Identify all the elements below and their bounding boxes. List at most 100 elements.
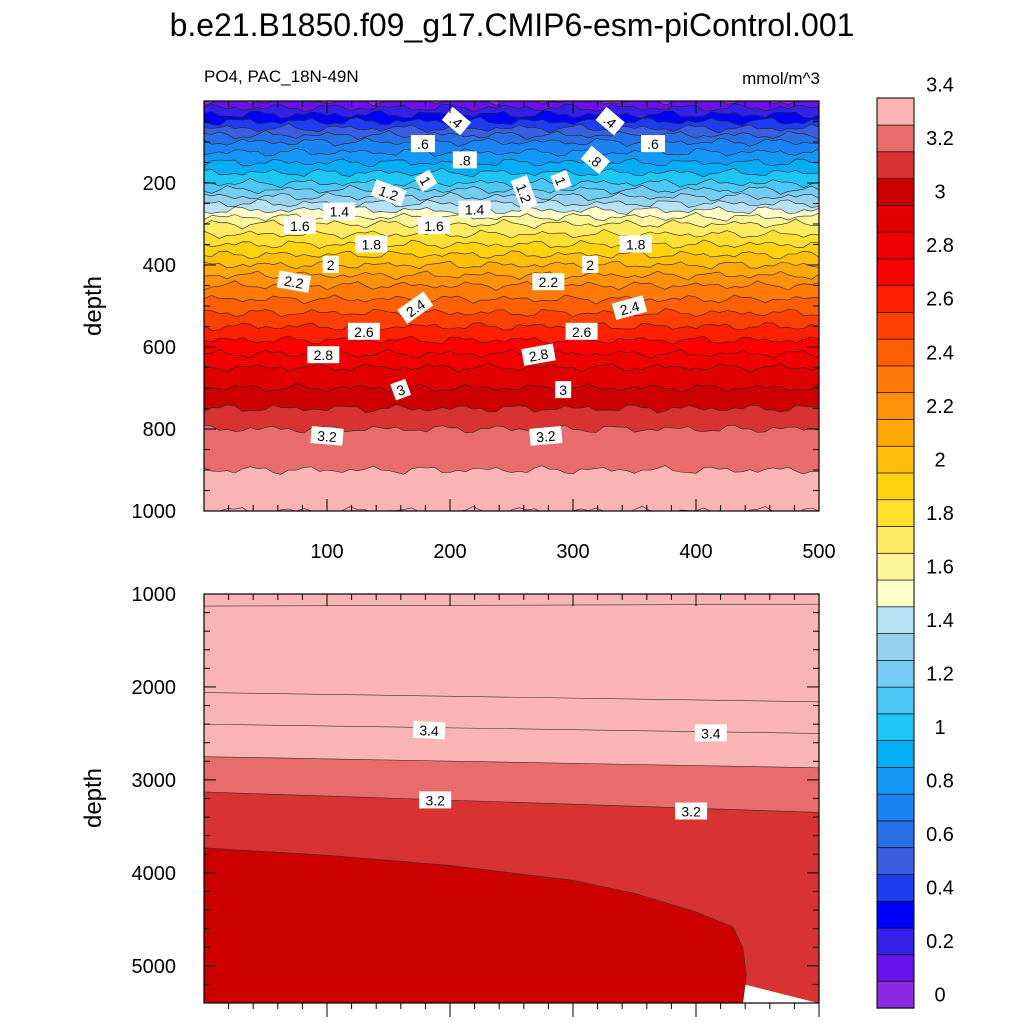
upper-contour-line — [204, 110, 819, 119]
upper-contour-line — [204, 148, 819, 157]
upper-x-tick-label: 500 — [802, 541, 835, 563]
upper-contour-label: 2.2 — [276, 270, 312, 293]
upper-contour-label-box — [355, 235, 388, 253]
colorbar-tick-label: 2.8 — [926, 235, 954, 257]
upper-contour-label: 2.6 — [347, 322, 380, 340]
colorbar-tick-label: 1 — [934, 717, 945, 739]
colorbar-swatch — [876, 659, 915, 688]
upper-contour-label-box — [458, 200, 491, 218]
upper-contour-label: .8 — [452, 151, 477, 169]
upper-contour-label-box — [276, 270, 312, 293]
upper-x-tick-label: 100 — [310, 541, 343, 563]
upper-contour-label: 3 — [555, 381, 572, 399]
upper-contour-label-box — [611, 295, 648, 320]
upper-contour-label: .4 — [595, 106, 625, 136]
lower-color-band — [204, 603, 819, 703]
upper-contour-labels: .4 .4 .6 .6 .8 .8 1 1 1.2 1.2 1.4 1.4 1.6 1.6 1.8 1.8 2 2… — [276, 106, 665, 446]
lower-color-field — [204, 594, 819, 1003]
lower-color-band — [204, 594, 819, 607]
lower-contour-line — [204, 603, 819, 607]
upper-contour-label-box — [397, 291, 434, 324]
upper-contour-label-text: .6 — [647, 136, 659, 152]
upper-contour-label: 3.2 — [529, 426, 563, 446]
upper-panel: .4.4.6.6.8.81 11.2 1.21.4 1.41.6 1.61.8 1.82 2… — [80, 100, 836, 563]
upper-contour-label-box — [283, 217, 316, 235]
figure-title: b.e21.B1850.f09_g17.CMIP6-esm-piControl.… — [170, 7, 855, 43]
upper-contour-label-box — [390, 378, 412, 401]
upper-contour-label: 1 — [414, 169, 438, 192]
lower-y-tick-label: 1000 — [132, 584, 177, 606]
lower-contour-label-box — [412, 720, 446, 740]
lower-contour-label: 3.2 — [419, 791, 452, 809]
colorbar-swatch — [876, 900, 915, 929]
panel-subtitle-left: PO4, PAC_18N-49N — [204, 67, 359, 86]
colorbar-tick-label: 1.8 — [926, 503, 954, 525]
upper-color-band — [204, 465, 819, 511]
upper-contour-lines — [204, 101, 819, 511]
upper-contour-label-box — [452, 151, 477, 169]
colorbar-swatch — [876, 365, 915, 394]
lower-contour-label-text: 3.4 — [701, 725, 721, 741]
upper-contour-line — [204, 239, 819, 250]
lower-axes: 1000 2000 3000 4000 5000 — [132, 584, 820, 1017]
upper-contour-line — [204, 465, 819, 475]
lower-panel: 3.4 3.4 3.2 3.2 1000 2000 3000 4000 5000 depth — [80, 584, 820, 1017]
upper-y-tick-label: 600 — [143, 337, 176, 359]
upper-contour-label: .4 — [441, 106, 472, 136]
lower-contour-labels: 3.4 3.4 3.2 3.2 — [412, 720, 727, 820]
upper-contour-line — [204, 335, 819, 345]
upper-contour-label-box — [580, 145, 611, 175]
colorbar-swatch — [876, 311, 915, 340]
colorbar-tick-label: 2.6 — [926, 289, 954, 311]
upper-contour-label-text: 1.8 — [362, 237, 382, 253]
upper-contour-line — [204, 167, 819, 178]
colorbar-swatch — [876, 579, 915, 608]
colorbar-swatch — [876, 713, 915, 742]
colorbar-swatch — [876, 632, 915, 661]
colorbar-tick-label: 3 — [934, 182, 945, 204]
lower-contour-label-box — [694, 724, 727, 742]
upper-contour-label: 1.8 — [355, 235, 388, 253]
upper-contour-label-text: 1.4 — [330, 204, 350, 220]
upper-contour-label-text: .6 — [417, 136, 429, 152]
upper-contour-label-text: .8 — [459, 152, 471, 168]
colorbar-swatch — [876, 285, 915, 313]
colorbar-swatch — [876, 525, 915, 554]
colorbar-swatch — [876, 499, 915, 527]
colorbar-tick-label: 1.4 — [926, 610, 954, 632]
upper-contour-label-text: 2.6 — [354, 324, 374, 340]
upper-contour-label-text: 1.4 — [465, 202, 485, 218]
lower-contour-line — [204, 692, 819, 703]
colorbar-tick-label: 2.2 — [926, 396, 954, 418]
lower-contour-label-text: 3.2 — [425, 792, 445, 808]
upper-contour-label: 1.2 — [370, 179, 407, 207]
upper-contour-label-text: 1.2 — [513, 181, 535, 205]
lower-y-tick-label: 3000 — [132, 770, 177, 792]
upper-contour-label-text: 2 — [586, 257, 594, 273]
colorbar-swatch — [876, 472, 915, 501]
upper-contour-label: 1.4 — [323, 202, 356, 220]
lower-contour-line — [204, 791, 819, 813]
lower-contour-label-box — [419, 791, 452, 809]
upper-contour-label-box — [310, 426, 344, 446]
upper-contour-label: 2.6 — [565, 322, 598, 340]
colorbar-swatch — [876, 686, 915, 715]
upper-contour-line — [204, 206, 819, 215]
upper-contour-label: 2.8 — [521, 343, 556, 366]
upper-contour-line — [204, 260, 819, 270]
colorbar-tick-label: 2.4 — [926, 342, 954, 364]
upper-contour-line — [204, 177, 819, 189]
colorbar-swatch — [876, 231, 915, 260]
upper-contour-label-box — [529, 426, 563, 446]
upper-contour-line — [204, 184, 819, 195]
upper-contour-label-box — [555, 381, 572, 399]
upper-color-band — [204, 424, 819, 475]
upper-contour-label-text: 2.4 — [618, 298, 641, 319]
lower-contour-label: 3.4 — [412, 720, 446, 740]
colorbar-swatch — [876, 392, 915, 420]
upper-contour-line — [204, 103, 819, 113]
colorbar-swatch — [876, 445, 915, 474]
panel-subtitle-right: mmol/m^3 — [742, 69, 820, 88]
upper-contour-label: 1.2 — [510, 175, 538, 212]
